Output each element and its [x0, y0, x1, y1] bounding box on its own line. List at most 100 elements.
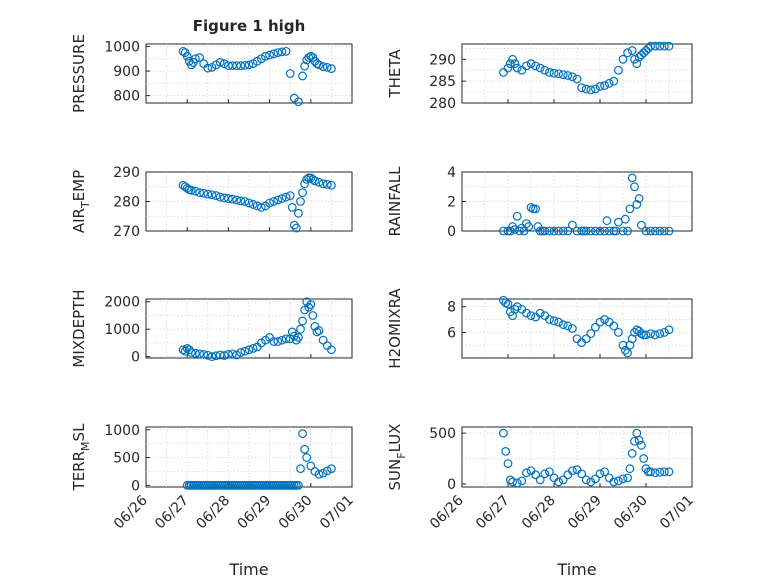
y-axis-label: TERRMSL [70, 423, 92, 492]
data-point [195, 188, 204, 198]
data-point [664, 325, 674, 335]
x-tick-label: 07/01 [317, 493, 357, 533]
x-axis-label: Time [228, 560, 268, 579]
data-point [609, 321, 619, 331]
data-point [310, 176, 320, 186]
data-point [219, 351, 229, 360]
data-point [215, 192, 225, 202]
data-point [182, 51, 192, 61]
data-point [591, 226, 600, 236]
x-tick-label: 06/27 [473, 493, 513, 533]
data-point [595, 469, 605, 479]
data-point [634, 435, 644, 445]
data-point [568, 220, 577, 230]
data-point [265, 198, 275, 208]
data-point [604, 226, 614, 236]
data-point [581, 334, 591, 344]
data-point [540, 226, 550, 236]
data-point [191, 348, 200, 358]
data-point [586, 477, 596, 487]
data-point [614, 476, 623, 486]
data-point [499, 428, 508, 438]
data-point [314, 177, 324, 187]
data-point [186, 60, 196, 70]
data-point [236, 348, 246, 357]
x-tick-label: 06/30 [611, 493, 651, 533]
data-point [623, 348, 632, 358]
data-point [277, 335, 287, 345]
data-point [522, 219, 531, 229]
data-point [637, 50, 646, 60]
y-tick-label: 270 [113, 224, 140, 240]
data-point [219, 59, 229, 69]
data-point [600, 467, 609, 477]
y-tick-label: 290 [113, 165, 140, 181]
data-point [215, 58, 225, 67]
data-point [327, 464, 336, 474]
data-point [620, 214, 630, 224]
data-point [554, 317, 563, 327]
data-point [554, 226, 563, 236]
data-point [512, 302, 522, 312]
data-point [195, 53, 204, 62]
subplot-3: 290 280 270 AIRTEMP [70, 165, 353, 240]
data-point [327, 345, 336, 355]
data-point [545, 68, 554, 77]
data-point [650, 41, 660, 51]
data-point [618, 226, 628, 236]
data-point [314, 326, 324, 335]
data-point [646, 226, 655, 236]
x-axis-label: Time [556, 560, 596, 579]
data-point [623, 473, 632, 483]
data-point [554, 69, 563, 79]
data-point [643, 467, 653, 477]
data-point [273, 48, 283, 58]
data-point [600, 315, 609, 324]
y-tick-label: 0 [447, 224, 456, 240]
data-point [634, 194, 644, 203]
data-point [510, 304, 520, 314]
data-point [232, 61, 242, 71]
data-point [535, 226, 545, 236]
x-tick-label: 07/01 [657, 493, 697, 533]
data-point [240, 60, 250, 70]
data-point [639, 48, 649, 58]
y-tick-label: 8 [447, 300, 456, 316]
data-point [302, 453, 312, 462]
data-point [637, 220, 646, 230]
data-point [510, 59, 520, 69]
data-point [300, 61, 310, 71]
data-point [180, 346, 190, 356]
data-point [515, 226, 524, 236]
data-point [291, 223, 301, 233]
data-point [232, 195, 242, 205]
data-point [207, 352, 217, 362]
data-point [549, 226, 559, 236]
data-point [294, 480, 303, 490]
data-point [248, 343, 258, 353]
data-point [660, 467, 669, 477]
y-axis-label: SUNFLUX [386, 424, 408, 491]
data-point [291, 335, 301, 345]
data-point [236, 196, 246, 206]
y-axis-label: MIXDEPTH [70, 289, 88, 367]
data-point [318, 468, 328, 478]
y-axis-label: AIRTEMP [70, 170, 92, 233]
data-point [322, 466, 332, 476]
data-point [664, 41, 674, 51]
data-point [522, 308, 531, 318]
data-point [517, 476, 527, 486]
data-point [623, 226, 632, 236]
data-point [505, 59, 515, 69]
data-point [508, 477, 517, 487]
data-point [302, 174, 312, 184]
data-point [528, 204, 538, 214]
data-point [655, 226, 665, 236]
data-point [660, 327, 669, 337]
data-point [650, 226, 660, 236]
data-point [563, 226, 573, 236]
data-point [294, 208, 303, 218]
data-point [618, 54, 628, 64]
data-point [531, 61, 540, 71]
data-point [595, 226, 605, 236]
